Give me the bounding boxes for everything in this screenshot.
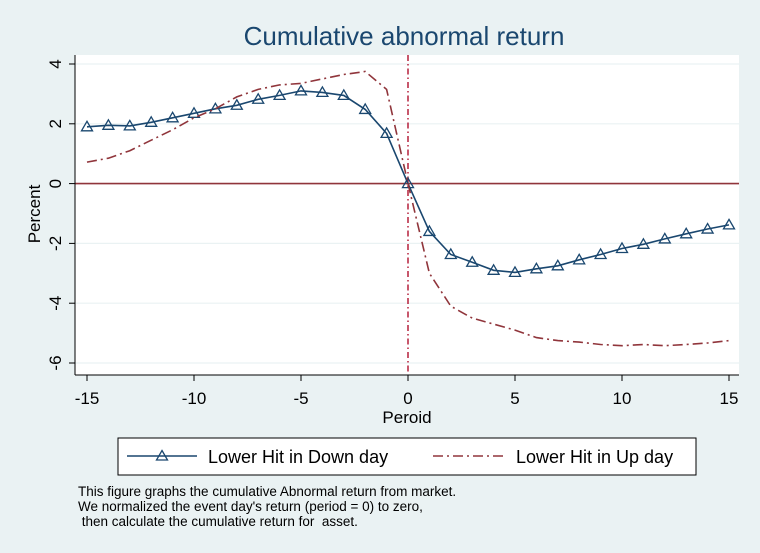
triangle-marker [123, 119, 137, 131]
triangle-marker [144, 115, 158, 127]
triangle-marker [272, 88, 287, 101]
y-tick-label: -4 [46, 296, 65, 311]
triangle-marker [337, 88, 351, 101]
triangle-marker [358, 102, 372, 115]
note-line-1: This figure graphs the cumulative Abnorm… [78, 484, 457, 499]
triangle-marker [165, 111, 180, 123]
triangle-marker [379, 126, 394, 139]
y-tick-label: -6 [46, 355, 65, 370]
x-tick-label: -5 [293, 389, 308, 408]
triangle-marker [80, 119, 94, 132]
note-line-2: We normalized the event day's return (pe… [78, 499, 423, 514]
triangle-marker [593, 247, 608, 260]
triangle-marker [700, 222, 715, 234]
series-line-up-day [86, 70, 730, 347]
triangle-marker [294, 84, 308, 96]
triangle-marker [315, 85, 330, 98]
reference-lines [75, 55, 739, 375]
triangle-marker [572, 253, 586, 265]
legend-box [117, 437, 697, 476]
triangle-marker [444, 247, 458, 260]
triangle-marker [465, 255, 479, 267]
plot-area [75, 55, 739, 375]
triangle-marker [679, 227, 693, 239]
grid-lines [75, 63, 739, 364]
y-axis-ticks: -6 -4 -2 0 2 4 [46, 59, 75, 371]
y-tick-label: 0 [46, 179, 65, 188]
x-tick-label: 10 [613, 389, 632, 408]
x-tick-label: 15 [720, 389, 739, 408]
triangle-marker [251, 92, 265, 104]
triangle-marker [101, 118, 116, 130]
x-axis-label: Peroid [382, 408, 431, 427]
triangle-marker [636, 237, 651, 249]
triangle-marker [615, 241, 629, 254]
triangle-marker [508, 265, 522, 278]
legend: Lower Hit in Down day Lower Hit in Up da… [117, 437, 697, 476]
triangle-marker [529, 262, 544, 274]
triangle-marker [422, 224, 437, 237]
triangle-marker [230, 98, 244, 110]
y-axis-label: Percent [25, 184, 44, 243]
x-axis-ticks: -15 -10 -5 0 5 10 15 [75, 375, 739, 408]
triangle-marker [401, 176, 415, 189]
legend-label-up-day: Lower Hit in Up day [516, 447, 673, 467]
x-tick-label: -15 [75, 389, 100, 408]
triangle-marker [551, 259, 565, 271]
x-tick-label: 0 [403, 389, 412, 408]
triangle-marker [486, 263, 501, 275]
chart-title: Cumulative abnormal return [244, 21, 565, 51]
series-layer [80, 70, 736, 347]
note-line-3: then calculate the cumulative return for… [78, 514, 358, 529]
triangle-marker [658, 232, 672, 244]
legend-label-down-day: Lower Hit in Down day [208, 447, 388, 467]
y-tick-label: 2 [46, 119, 65, 128]
triangle-marker [187, 106, 201, 118]
figure-note: This figure graphs the cumulative Abnorm… [78, 484, 456, 529]
y-tick-label: -2 [46, 236, 65, 251]
y-tick-label: 4 [46, 59, 65, 68]
legend-triangle-marker [155, 449, 169, 461]
x-tick-label: -10 [182, 389, 207, 408]
triangle-marker [722, 218, 736, 230]
x-tick-label: 5 [510, 389, 519, 408]
